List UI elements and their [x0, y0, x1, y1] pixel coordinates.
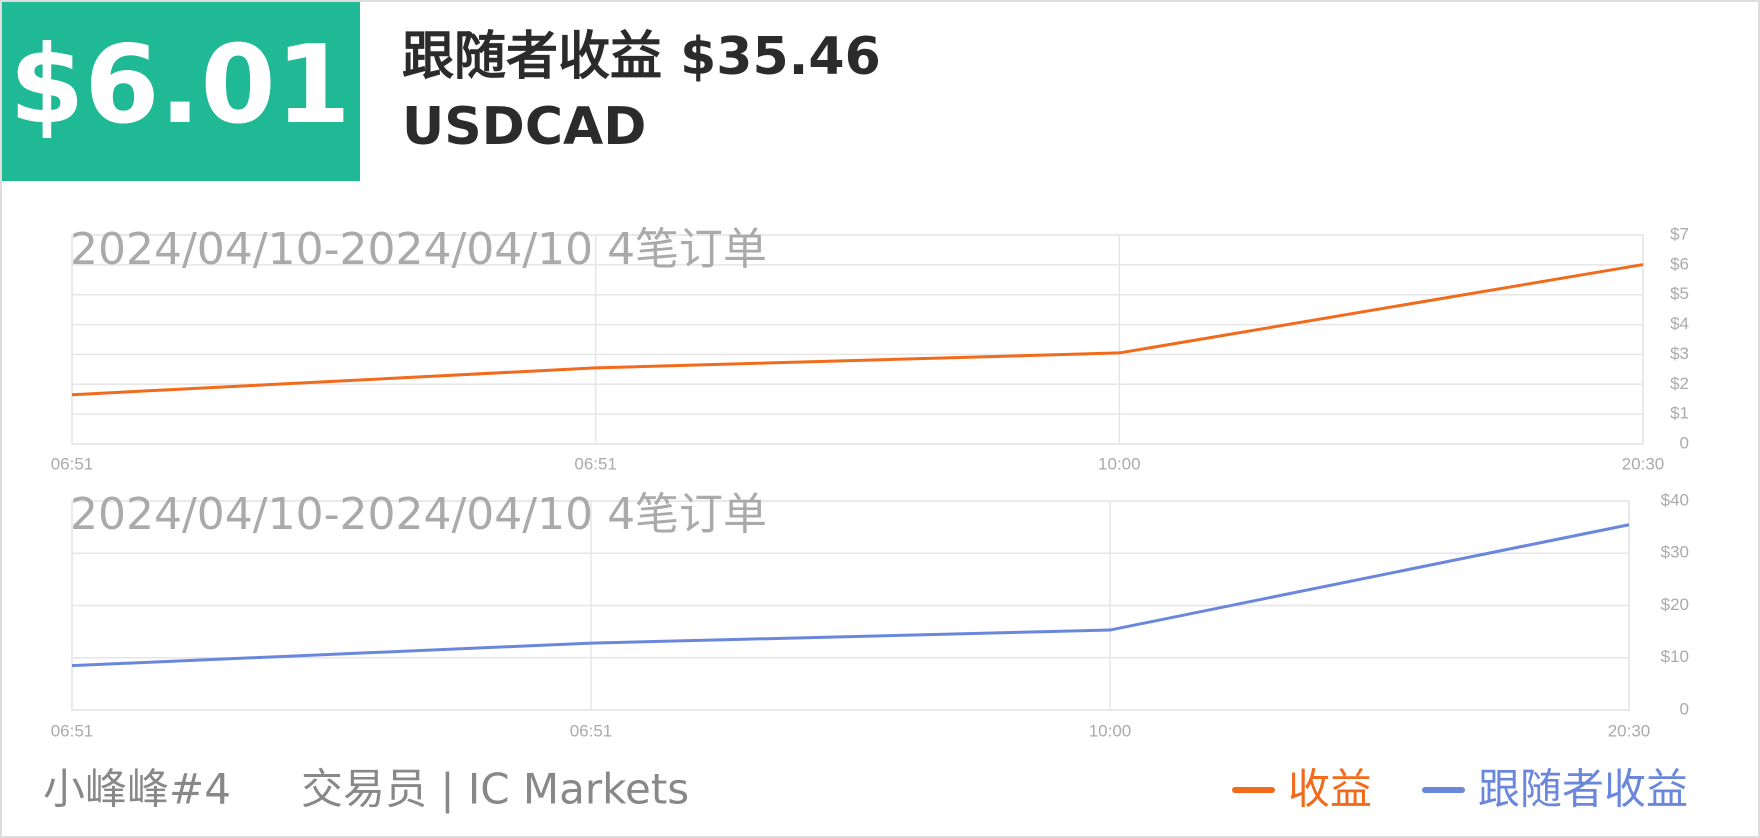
y-tick-label: $40	[1661, 490, 1689, 509]
legend-label: 收益	[1288, 765, 1372, 814]
x-tick-label: 06:51	[51, 454, 94, 473]
title: 跟随者收益 $35.46	[402, 27, 881, 87]
trader-name: 小峰峰#4	[43, 765, 231, 814]
y-tick-label: $5	[1670, 284, 1689, 303]
symbol: USDCAD	[402, 97, 646, 157]
x-tick-label: 06:51	[51, 721, 94, 740]
y-tick-label: $6	[1670, 254, 1689, 273]
y-tick-label: 0	[1680, 699, 1689, 718]
y-tick-label: $10	[1661, 647, 1689, 666]
line-series	[71, 523, 1630, 668]
trader-role: 交易员 | IC Markets	[301, 765, 689, 814]
y-tick-label: $7	[1670, 224, 1689, 243]
line-series	[71, 263, 1644, 397]
y-tick-label: $3	[1670, 344, 1689, 363]
x-tick-label: 10:00	[1098, 454, 1141, 473]
x-tick-label: 20:30	[1608, 721, 1651, 740]
chart-annotation: 2024/04/10-2024/04/10 4笔订单	[70, 224, 767, 275]
y-tick-label: 0	[1680, 433, 1689, 452]
y-tick-label: $1	[1670, 404, 1689, 423]
x-tick-label: 06:51	[570, 721, 613, 740]
y-tick-label: $30	[1661, 543, 1689, 562]
x-tick-label: 20:30	[1622, 454, 1665, 473]
y-tick-label: $20	[1661, 595, 1689, 614]
y-tick-label: $2	[1670, 374, 1689, 393]
value-badge	[2, 2, 360, 181]
x-tick-label: 10:00	[1089, 721, 1132, 740]
chart-annotation: 2024/04/10-2024/04/10 4笔订单	[70, 489, 767, 540]
legend-label: 跟随者收益	[1478, 765, 1688, 814]
x-tick-label: 06:51	[574, 454, 617, 473]
y-tick-label: $4	[1670, 314, 1689, 333]
profit-value: $6.01	[9, 23, 351, 148]
